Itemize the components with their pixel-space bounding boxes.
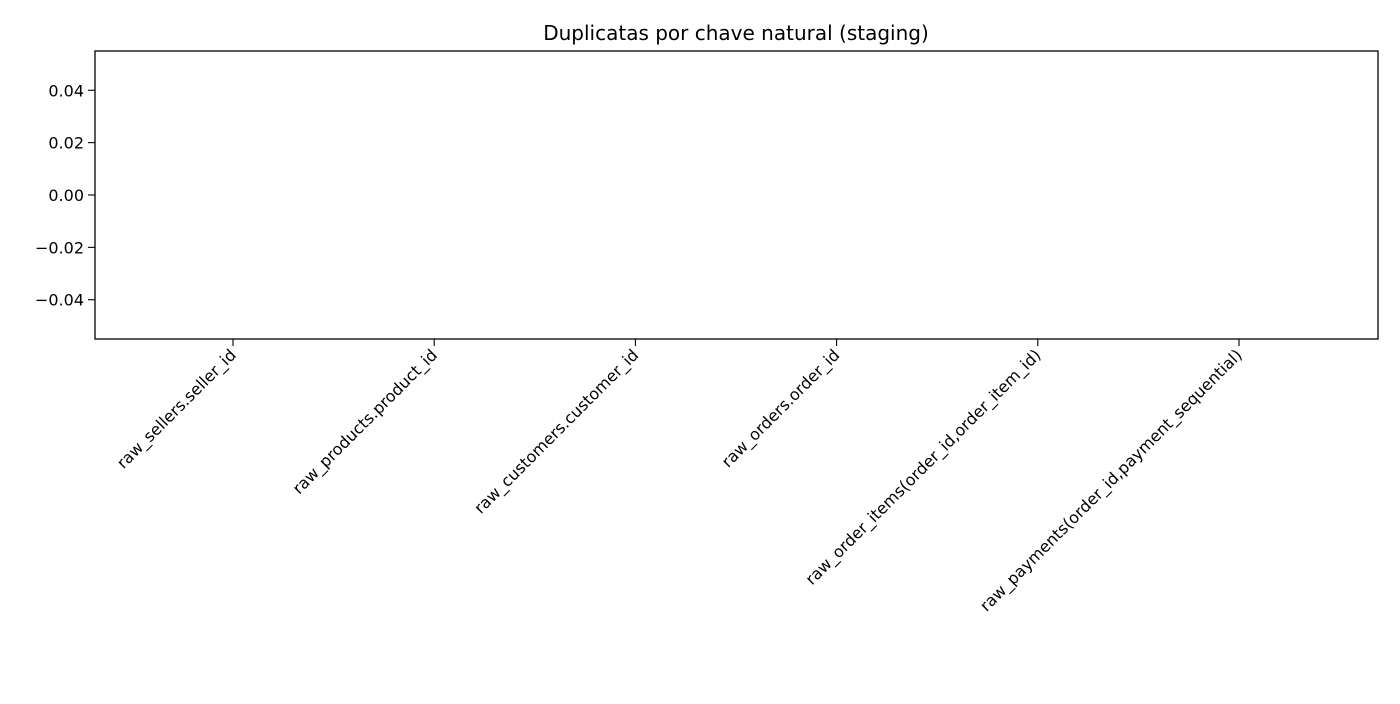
x-tick-label: raw_orders.order_id bbox=[718, 345, 844, 471]
y-axis: 0.04 0.02 0.00 −0.02 −0.04 bbox=[35, 81, 95, 310]
plot-frame bbox=[94, 50, 1379, 340]
y-tick-label: −0.04 bbox=[35, 291, 84, 310]
y-tick-label: 0.00 bbox=[48, 186, 84, 205]
x-tick-label: raw_products.product_id bbox=[289, 345, 442, 498]
y-tick-label: −0.02 bbox=[35, 238, 84, 257]
y-tick-label: 0.02 bbox=[48, 134, 84, 153]
x-axis: raw_sellers.seller_id raw_products.produc… bbox=[113, 339, 1247, 616]
chart-title: Duplicatas por chave natural (staging) bbox=[543, 21, 929, 45]
x-tick-label: raw_order_items(order_id,order_item_id) bbox=[801, 345, 1045, 589]
x-tick-label: raw_customers.customer_id bbox=[470, 345, 643, 518]
y-tick-label: 0.04 bbox=[48, 81, 84, 100]
x-tick-label: raw_sellers.seller_id bbox=[113, 345, 241, 473]
